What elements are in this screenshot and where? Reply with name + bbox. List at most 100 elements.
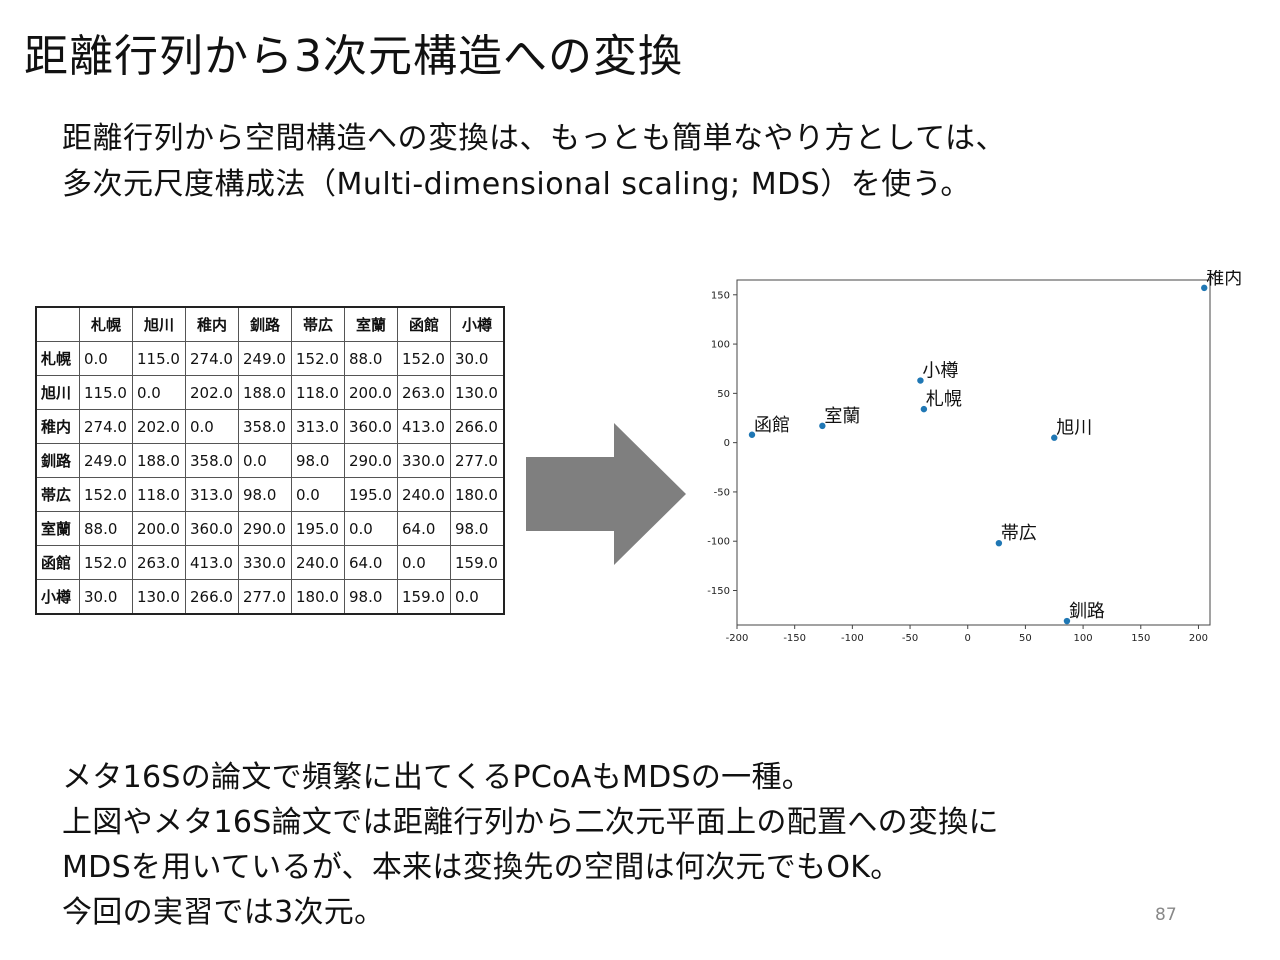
plot-frame [736,279,1211,626]
data-point [1051,434,1058,441]
data-point [920,405,928,413]
table-cell: 98.0 [450,511,505,546]
point-label: 小樽 [922,361,958,382]
table-body: 札幌 0.0 115.0 274.0 249.0 152.0 88.0 152.0 30.0 旭川… [35,341,505,615]
x-tick-label: 50 [1019,633,1032,644]
intro-line: 距離行列から空間構造への変換は、もっとも簡単なやり方としては、 [62,121,1006,156]
table-cell: 0.0 [79,341,133,376]
table-row: 函館 152.0 263.0 413.0 330.0 240.0 64.0 0.0 159.0 [35,545,505,580]
table-cell: 263.0 [132,545,186,580]
y-tick-label: 100 [711,340,730,351]
explanation-line: MDSを用いているが、本来は変換先の空間は何次元でもOK。 [62,850,901,885]
data-point [1201,284,1208,292]
intro-text: 距離行列から空間構造への変換は、もっとも簡単なやり方としては、 多次元尺度構成法… [62,116,1006,208]
point-label: 稚内 [1206,270,1242,289]
table-cell: 188.0 [132,443,186,478]
explanation-text: メタ16Sの論文で頻繁に出てくるPCoAもMDSの一種。 上図やメタ16S論文で… [62,755,999,935]
table-cell: 0.0 [291,477,345,512]
distance-matrix-table: 札幌 旭川 稚内 釧路 帯広 室蘭 函館 小樽 札幌 0.0 115.0 274.0 249.0 152… [35,306,505,615]
table-row: 稚内 274.0 202.0 0.0 358.0 313.0 360.0 413.0 266.0 [35,409,505,444]
table-cell: 358.0 [238,409,292,444]
point-label: 札幌 [926,389,962,410]
column-header: 稚内 [185,306,239,342]
slide-title: 距離行列から3次元構造への変換 [24,31,683,82]
table-cell: 313.0 [291,409,345,444]
table-cell: 358.0 [185,443,239,478]
explanation-line: メタ16Sの論文で頻繁に出てくるPCoAもMDSの一種。 [62,760,813,795]
table-cell: 330.0 [397,443,451,478]
table-cell: 180.0 [450,477,505,512]
data-point [1063,617,1071,625]
y-tick-label: -50 [714,487,730,498]
row-header: 室蘭 [35,511,80,546]
table-cell: 413.0 [185,545,239,580]
table-cell: 30.0 [450,341,505,376]
table-cell: 195.0 [291,511,345,546]
table-cell: 0.0 [185,409,239,444]
table-cell: 274.0 [185,341,239,376]
row-header: 小樽 [35,579,80,615]
x-tick-label: 100 [1074,633,1093,644]
row-header: 帯広 [35,477,80,512]
table-cell: 159.0 [397,579,451,615]
row-header: 旭川 [35,375,80,410]
table-cell: 159.0 [450,545,505,580]
table-cell: 180.0 [291,579,345,615]
table-cell: 152.0 [79,545,133,580]
table-cell: 98.0 [238,477,292,512]
point-label: 旭川 [1056,418,1092,439]
table-cell: 88.0 [79,511,133,546]
table-cell: 277.0 [450,443,505,478]
table-corner-cell [35,306,80,342]
y-tick-label: 150 [711,290,730,301]
table-row: 帯広 152.0 118.0 313.0 98.0 0.0 195.0 240.0 180.0 [35,477,505,512]
table-cell: 98.0 [344,579,398,615]
column-header: 函館 [397,306,451,342]
table-cell: 202.0 [132,409,186,444]
table-cell: 118.0 [291,375,345,410]
table-row: 室蘭 88.0 200.0 360.0 290.0 195.0 0.0 64.0 98.0 [35,511,505,546]
table-cell: 200.0 [132,511,186,546]
table-cell: 330.0 [238,545,292,580]
table-row: 札幌 0.0 115.0 274.0 249.0 152.0 88.0 152.0 30.0 [35,341,505,376]
table-row: 小樽 30.0 130.0 266.0 277.0 180.0 98.0 159.0 0.0 [35,579,505,615]
table-cell: 130.0 [450,375,505,410]
table-row: 釧路 249.0 188.0 358.0 0.0 98.0 290.0 330.0 277.0 [35,443,505,478]
table-cell: 152.0 [79,477,133,512]
table-cell: 277.0 [238,579,292,615]
data-point [995,539,1003,547]
table-row: 旭川 115.0 0.0 202.0 188.0 118.0 200.0 263.0 130.0 [35,375,505,410]
table-cell: 263.0 [397,375,451,410]
table-cell: 249.0 [79,443,133,478]
table-cell: 249.0 [238,341,292,376]
table-header-row: 札幌 旭川 稚内 釧路 帯広 室蘭 函館 小樽 [35,306,505,342]
table-cell: 115.0 [132,341,186,376]
table-cell: 195.0 [344,477,398,512]
column-header: 釧路 [238,306,292,342]
table-cell: 413.0 [397,409,451,444]
table-cell: 130.0 [132,579,186,615]
mds-scatter-plot: -200 -150 -100 -50 0 50 100 150 200 -150 -100 -50 0 5… [707,270,1242,644]
point-label: 室蘭 [824,406,860,427]
table-cell: 290.0 [344,443,398,478]
page-number: 87 [1155,905,1177,925]
table-cell: 360.0 [185,511,239,546]
column-header: 札幌 [79,306,133,342]
row-header: 札幌 [35,341,80,376]
table-cell: 360.0 [344,409,398,444]
table-cell: 64.0 [397,511,451,546]
x-tick-label: -50 [902,633,918,644]
table-cell: 152.0 [397,341,451,376]
data-point [917,377,924,384]
point-label: 帯広 [1001,523,1037,544]
x-tick-label: 200 [1189,633,1208,644]
right-arrow-icon [526,423,686,565]
x-tick-label: -100 [841,633,864,644]
table-cell: 0.0 [397,545,451,580]
table-cell: 98.0 [291,443,345,478]
point-label: 釧路 [1069,601,1105,622]
table-cell: 313.0 [185,477,239,512]
x-tick-label: 150 [1131,633,1150,644]
y-tick-label: 50 [717,389,730,400]
row-header: 稚内 [35,409,80,444]
